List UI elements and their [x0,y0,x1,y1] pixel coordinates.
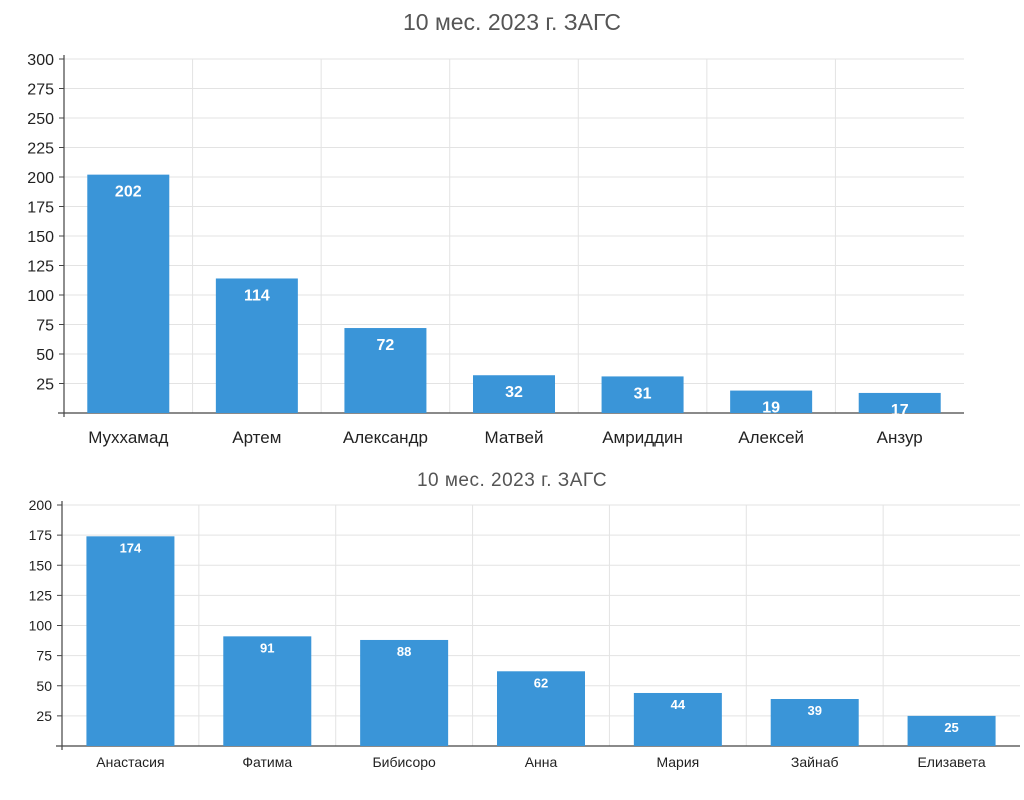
category-label: Муххамад [88,428,168,447]
y-tick-label: 250 [27,111,54,128]
chart-title: 10 мес. 2023 г. ЗАГС [402,9,622,35]
category-label: Фатима [242,754,292,770]
bar-value-label: 32 [505,384,523,401]
y-tick-label: 150 [29,557,53,573]
bar [87,174,170,413]
bar-value-label: 25 [944,720,958,735]
category-label: Амриддин [602,428,683,447]
bar [223,636,312,746]
y-tick-label: 125 [29,587,53,603]
y-tick-label: 25 [36,376,54,393]
bar [858,392,941,413]
bar-value-label: 88 [397,644,411,659]
y-tick-label: 75 [36,317,54,334]
y-tick-label: 225 [27,140,54,157]
y-tick-label: 50 [36,347,54,364]
category-label: Артем [232,428,281,447]
bar-value-label: 114 [244,287,270,304]
y-tick-label: 150 [27,229,54,246]
bar-value-label: 44 [671,697,686,712]
category-label: Александр [343,428,428,447]
y-tick-label: 200 [29,497,53,513]
y-tick-label: 100 [29,618,53,634]
bar [497,671,585,746]
bar-value-label: 202 [115,184,142,201]
bar [360,639,449,746]
y-tick-label: 125 [27,258,54,275]
category-label: Анзур [877,428,923,447]
bar [907,715,996,746]
category-label: Матвей [484,428,543,447]
bar-value-label: 174 [120,540,142,555]
y-tick-label: 100 [27,288,54,305]
y-tick-label: 25 [36,708,52,724]
chart-plot: 25 50 75 100 125 150 175 200 174 Анастасия 91 Фатим… [29,497,1020,770]
y-tick-label: 175 [27,199,54,216]
bar-value-label: 91 [260,640,274,655]
category-label: Елизавета [917,754,985,770]
bar [473,375,555,413]
category-label: Анастасия [96,754,164,770]
category-label: Алексей [738,428,804,447]
bar [601,376,684,413]
bar [730,390,813,413]
bar-value-label: 17 [891,402,909,419]
bar [344,328,427,413]
boys-names-chart: 10 мес. 2023 г. ЗАГС 25 50 75 100 125 150 175 2… [27,9,964,447]
bar [215,278,298,413]
bar-value-label: 31 [634,385,652,402]
bar-value-label: 39 [807,703,821,718]
y-tick-label: 200 [27,170,54,187]
bar [770,699,859,746]
y-tick-label: 50 [36,678,52,694]
bar [86,536,175,746]
bar-value-label: 72 [377,337,395,354]
category-label: Анна [525,754,558,770]
category-label: Зайнаб [791,754,839,770]
chart-plot: 25 50 75 100 125 150 175 200 225 250 275 300 202 Мухх… [27,52,964,447]
category-label: Мария [656,754,699,770]
category-label: Бибисоро [372,754,436,770]
girls-names-chart: 10 мес. 2023 г. ЗАГС 25 50 75 100 125 150 175 2… [0,470,1024,800]
bar-value-label: 19 [762,400,780,417]
y-tick-label: 175 [29,527,53,543]
y-tick-label: 275 [27,81,54,98]
y-tick-label: 300 [27,52,54,69]
chart-title: 10 мес. 2023 г. ЗАГС [416,470,608,491]
bar [633,692,722,746]
bar-value-label: 62 [534,675,548,690]
y-tick-label: 75 [36,648,52,664]
